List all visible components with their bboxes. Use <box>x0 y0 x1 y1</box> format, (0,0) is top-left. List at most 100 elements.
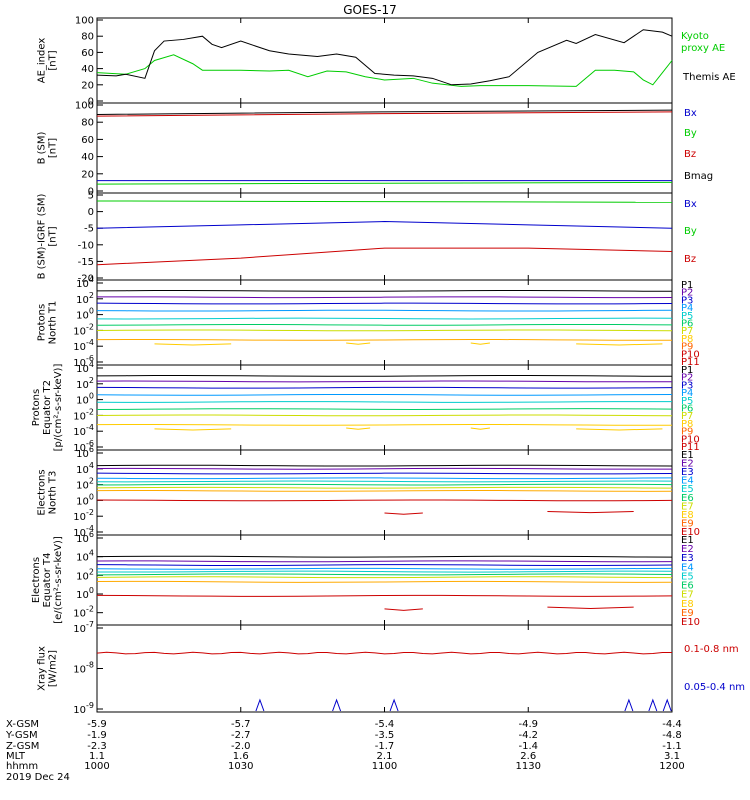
footer-value: -4.4 <box>662 719 682 730</box>
series-p8 <box>96 423 673 426</box>
tick-exponent: -2 <box>86 407 94 416</box>
sparse-segment <box>470 427 490 430</box>
y-tick-label: 102 <box>76 291 94 306</box>
y-tick-label: 102 <box>76 567 94 582</box>
legend-p5: P5 <box>681 396 693 407</box>
legend: Bx By Bz Bmag <box>684 108 713 182</box>
y-tick-label: -10 <box>78 240 94 251</box>
footer-value: -5.4 <box>375 719 395 730</box>
series-p3 <box>96 386 673 389</box>
legend-e3: E3 <box>681 467 694 478</box>
legend-by: By <box>684 226 697 237</box>
legend-e6: E6 <box>681 581 694 592</box>
legend-p11: P11 <box>681 442 700 453</box>
series-p4 <box>96 393 673 396</box>
footer-row-z-gsm: Z-GSM -2.3 -2.0 -1.7 -1.4 -1.1 <box>6 741 682 752</box>
y-axis-label: Equator T2 <box>42 380 53 435</box>
xray-short-spike <box>662 698 672 712</box>
y-axis-label: [nT] <box>48 226 59 246</box>
y-axis-label: [W/m2] <box>48 650 59 687</box>
footer-value: 2.1 <box>377 751 393 762</box>
series-p6 <box>96 408 673 410</box>
legend-e5: E5 <box>681 571 694 582</box>
legend-bx: Bx <box>684 108 697 119</box>
y-tick-label: 40 <box>81 64 94 75</box>
tick-base: 10 <box>73 528 86 539</box>
tick-base: 10 <box>76 364 89 375</box>
series-themis-ae <box>96 29 673 86</box>
tick-base: 10 <box>76 295 89 306</box>
sparse-segment <box>154 343 232 346</box>
legend-e4: E4 <box>681 476 694 487</box>
y-tick-label: -5 <box>84 224 94 235</box>
footer-value: -5.7 <box>231 719 251 730</box>
footer-value: 1130 <box>516 761 541 772</box>
panel-frame <box>96 17 673 104</box>
y-tick-label: 10-9 <box>73 701 94 716</box>
legend-xray-long: 0.1-0.8 nm <box>684 644 739 655</box>
footer-row-label: hhmm <box>6 761 38 772</box>
series-e8 <box>96 580 673 583</box>
y-tick-label: 106 <box>76 445 94 460</box>
tick-exponent: 4 <box>89 549 94 558</box>
sparse-segment <box>470 342 490 345</box>
footer-value: 1030 <box>228 761 253 772</box>
legend-p11: P11 <box>681 357 700 368</box>
legend-e5: E5 <box>681 484 694 495</box>
footer-value: 1000 <box>84 761 109 772</box>
y-axis-label: Xray flux <box>37 646 48 691</box>
footer-value: -1.4 <box>518 741 538 752</box>
legend-by: By <box>684 128 697 139</box>
legend-e10: E10 <box>681 527 700 538</box>
series-p7 <box>96 414 673 417</box>
y-tick-label: 10-2 <box>73 322 94 337</box>
y-tick-label: 10-4 <box>73 524 94 539</box>
y-tick-label: 104 <box>76 275 94 290</box>
y-tick-label: 60 <box>81 135 94 146</box>
legend-e2: E2 <box>681 459 694 470</box>
y-tick-label: 80 <box>81 118 94 129</box>
tick-base: 10 <box>73 427 86 438</box>
tick-base: 10 <box>73 624 86 635</box>
legend-p3: P3 <box>681 380 693 391</box>
legend-p4: P4 <box>681 303 693 314</box>
y-tick-label: 10-6 <box>73 439 94 454</box>
y-axis-label: [e/(cm²-s-sr-keV)] <box>53 536 64 624</box>
y-tick-label: 20 <box>81 169 94 180</box>
sparse-segment <box>384 608 423 611</box>
legend-e9: E9 <box>681 608 694 619</box>
series-e2 <box>96 467 673 470</box>
panel-frame <box>96 534 673 626</box>
y-axis-label: B (SM)-IGRF (SM) <box>37 194 48 280</box>
series-p2 <box>96 380 673 383</box>
y-tick-label: -15 <box>78 257 94 268</box>
y-axis-label: North T1 <box>48 301 59 345</box>
tick-base: 10 <box>73 609 86 620</box>
y-tick-label: 10-7 <box>73 620 94 635</box>
y-tick-label: 10-2 <box>73 605 94 620</box>
y-tick-label: 104 <box>76 461 94 476</box>
y-tick-label: 100 <box>76 492 94 507</box>
legend-xray-short: 0.05-0.4 nm <box>684 682 745 693</box>
sparse-segment <box>346 427 371 430</box>
series-p2 <box>96 296 673 299</box>
footer-value: -2.0 <box>231 741 251 752</box>
tick-exponent: 2 <box>89 291 94 300</box>
footer-value: -5.9 <box>87 719 107 730</box>
xray-short-spike <box>332 698 342 712</box>
legend-kyoto: proxy AE <box>681 43 725 54</box>
series-e1 <box>96 555 673 558</box>
series-e3 <box>96 472 673 475</box>
legend-e8: E8 <box>681 599 694 610</box>
tick-exponent: 4 <box>89 360 94 369</box>
legend-kyoto: Kyoto <box>681 31 709 42</box>
tick-base: 10 <box>73 705 86 716</box>
y-tick-label: 0 <box>88 207 94 218</box>
footer-value: -1.1 <box>662 741 682 752</box>
tick-exponent: 0 <box>89 307 94 316</box>
tick-base: 10 <box>73 342 86 353</box>
